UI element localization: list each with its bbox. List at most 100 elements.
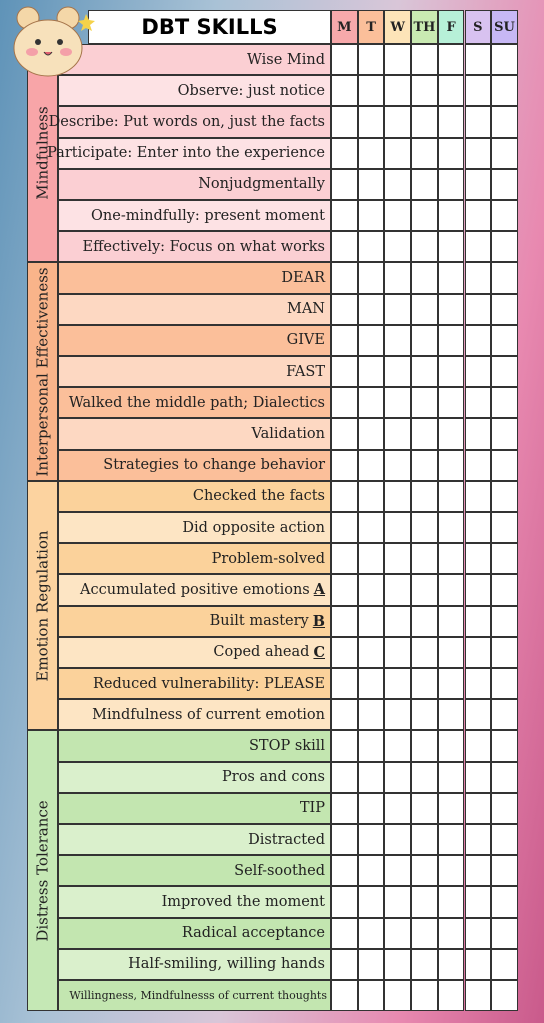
check-cell [331, 636, 358, 668]
check-cell [437, 792, 465, 824]
skill-text: Observe: just notice [177, 82, 325, 99]
check-cell [411, 574, 438, 606]
check-cell [411, 917, 438, 949]
check-cell [331, 886, 358, 918]
check-cell [491, 886, 518, 918]
check-cell [331, 106, 358, 138]
check-cell [384, 917, 412, 949]
check-cell [411, 730, 438, 762]
check-cell [384, 574, 412, 606]
check-cell [357, 512, 385, 544]
skill-text: Validation [251, 425, 325, 442]
check-cell [491, 574, 518, 606]
check-cell [331, 480, 358, 512]
check-cell [384, 75, 412, 107]
check-cell [384, 449, 412, 481]
check-cell [384, 668, 412, 700]
check-cell [437, 387, 465, 419]
check-cell [491, 824, 518, 856]
skill-cell: Validation [58, 418, 331, 450]
skill-cell: Checked the facts [58, 480, 331, 512]
day-header: F [437, 10, 465, 44]
skill-cell: FAST [58, 356, 331, 388]
check-cell [331, 418, 358, 450]
check-cell [331, 605, 358, 637]
check-cell [491, 699, 518, 731]
skill-text: Wise Mind [246, 51, 325, 68]
check-cell [384, 418, 412, 450]
check-cell [491, 200, 518, 232]
check-cell [437, 168, 465, 200]
check-cell [357, 886, 385, 918]
check-cell [331, 356, 358, 388]
check-cell [384, 200, 412, 232]
check-cell [331, 449, 358, 481]
section-label: Mindfulness [27, 44, 58, 263]
check-cell [437, 449, 465, 481]
check-cell [331, 948, 358, 980]
check-cell [437, 668, 465, 700]
check-cell [357, 137, 385, 169]
check-cell [357, 387, 385, 419]
day-header: M [331, 10, 358, 44]
skill-text: Describe: Put words on, just the facts [48, 113, 325, 130]
check-cell [491, 980, 518, 1012]
check-cell [357, 605, 385, 637]
skill-text: TIP [299, 800, 325, 817]
skill-cell: Radical acceptance [58, 917, 331, 949]
skill-cell: Did opposite action [58, 512, 331, 544]
check-cell [384, 480, 412, 512]
check-cell [411, 293, 438, 325]
check-cell [411, 418, 438, 450]
check-cell [357, 418, 385, 450]
skill-text: One-mindfully: present moment [91, 207, 325, 224]
check-cell [437, 418, 465, 450]
skill-text: Pros and cons [222, 769, 325, 786]
check-cell [411, 44, 438, 76]
check-cell [491, 668, 518, 700]
skill-text: Mindfulness of current emotion [92, 706, 325, 723]
check-cell [437, 512, 465, 544]
check-cell [437, 106, 465, 138]
check-cell [411, 387, 438, 419]
check-cell [464, 730, 492, 762]
check-cell [464, 418, 492, 450]
check-cell [384, 44, 412, 76]
skill-text: MAN [286, 301, 325, 318]
check-cell [357, 200, 385, 232]
skill-cell: MAN [58, 293, 331, 325]
check-cell [411, 824, 438, 856]
check-cell [411, 75, 438, 107]
skill-cell: One-mindfully: present moment [58, 200, 331, 232]
skill-cell: TIP [58, 792, 331, 824]
check-cell [384, 356, 412, 388]
check-cell [384, 543, 412, 575]
check-cell [464, 948, 492, 980]
check-cell [464, 855, 492, 887]
check-cell [491, 480, 518, 512]
check-cell [437, 574, 465, 606]
check-cell [384, 137, 412, 169]
check-cell [464, 792, 492, 824]
skill-cell: Walked the middle path; Dialectics [58, 387, 331, 419]
check-cell [437, 543, 465, 575]
check-cell [491, 948, 518, 980]
skill-text: Half-smiling, willing hands [128, 956, 325, 973]
check-cell [464, 574, 492, 606]
check-cell [464, 480, 492, 512]
check-cell [491, 168, 518, 200]
check-cell [331, 387, 358, 419]
check-cell [491, 231, 518, 263]
check-cell [331, 824, 358, 856]
check-cell [464, 980, 492, 1012]
check-cell [464, 886, 492, 918]
check-cell [357, 699, 385, 731]
check-cell [464, 449, 492, 481]
check-cell [437, 44, 465, 76]
check-cell [357, 980, 385, 1012]
check-cell [357, 543, 385, 575]
check-cell [331, 917, 358, 949]
check-cell [357, 106, 385, 138]
check-cell [464, 137, 492, 169]
section-title: Interpersonal Effectiveness [33, 266, 52, 477]
